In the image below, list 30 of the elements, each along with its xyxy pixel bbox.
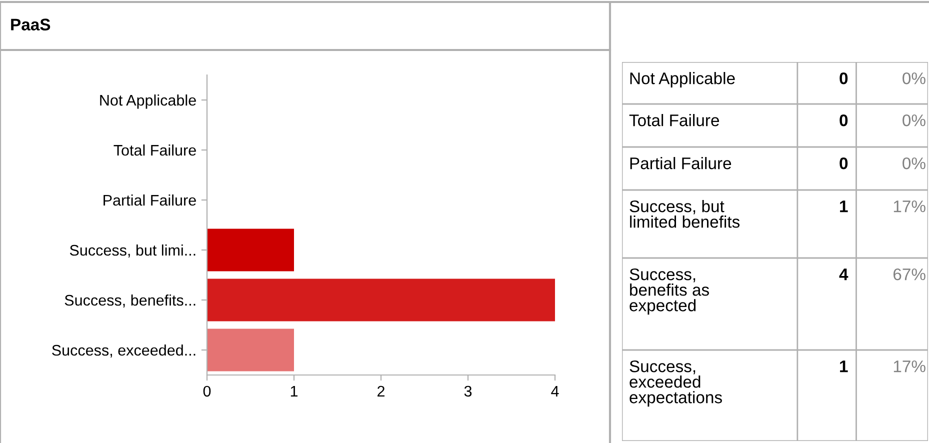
x-tick-label: 1 (290, 386, 298, 396)
x-tick-label: 0 (203, 386, 211, 397)
data-label: 0% (902, 72, 926, 84)
data-label: 17% (894, 200, 926, 212)
x-tick-label: 3 (464, 386, 472, 397)
data-label: 0 (840, 157, 848, 170)
category-label: Success, but limited benefits (630, 200, 740, 228)
category-label: Not Applicable (630, 72, 735, 88)
y-tick-label: Not Applicable (100, 94, 196, 109)
data-label: 0 (840, 72, 848, 84)
data-label: 67% (893, 268, 926, 280)
y-tick-label: Total Failure (114, 144, 196, 156)
x-tick-label: 2 (378, 386, 384, 396)
data-label: 0% (902, 157, 926, 170)
y-tick-label: Success, but limi... (70, 244, 196, 258)
y-tick-label: Success, exceeded... (52, 344, 196, 358)
category-label: Success, exceeded expectations (630, 360, 722, 407)
data-label: 0% (902, 114, 926, 126)
x-tick-label: 4 (551, 386, 559, 396)
category-label: Partial Failure (630, 157, 732, 170)
data-label: 17% (894, 360, 926, 372)
data-label: 1 (840, 200, 848, 212)
category-label: Total Failure (629, 114, 720, 126)
y-tick-label: Partial Failure (104, 194, 196, 206)
data-label: 4 (839, 268, 848, 280)
y-tick-label: Success, benefits... (64, 294, 196, 308)
text: PaaS (11, 18, 50, 30)
data-label: 1 (840, 360, 848, 372)
data-label: 0 (840, 114, 848, 126)
category-label: Success, benefits as expected (630, 268, 709, 315)
